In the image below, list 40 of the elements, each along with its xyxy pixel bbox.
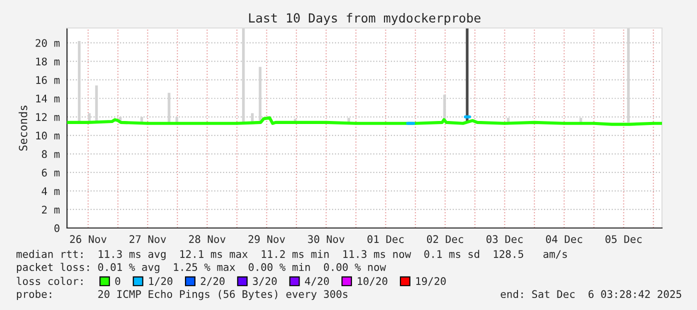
chart-title: Last 10 Days from mydockerprobe — [249, 12, 480, 26]
text: probe: 20 ICMP Echo Pings (56 Bytes) every 300s — [16, 290, 348, 300]
x-tick-label: 05 Dec — [606, 235, 642, 244]
bar — [168, 92, 170, 122]
legend-label: 1/20 — [149, 277, 172, 286]
x-tick-label: 04 Dec — [546, 235, 582, 244]
text: end: Sat Dec 6 03:28:42 2025 — [500, 290, 682, 298]
x-tick-label: 28 Nov — [189, 235, 226, 244]
y-tick-label: 2 m — [42, 206, 60, 214]
y-tick-label: 4 m — [42, 187, 60, 195]
x-tick-label: 29 Nov — [248, 235, 285, 244]
legend-label: 19/20 — [416, 277, 446, 286]
legend-label: 4/20 — [304, 277, 329, 286]
y-tick-label: 14 m — [36, 94, 60, 102]
x-tick-label: 03 Dec — [486, 235, 523, 244]
x-tick-label: 01 Dec — [368, 235, 404, 244]
bar — [95, 85, 98, 122]
bar — [258, 66, 262, 122]
legend-label: 0 — [115, 277, 120, 286]
x-tick-label: 02 Dec — [427, 235, 464, 244]
y-tick-label: 18 m — [36, 58, 60, 66]
legend-title: loss color: — [16, 276, 82, 286]
x-tick-label: 26 Nov — [70, 235, 106, 244]
y-tick-label: 16 m — [36, 76, 60, 84]
bar — [78, 40, 81, 122]
y-axis-title: Seconds — [18, 106, 28, 151]
y-tick-label: 6 m — [42, 168, 60, 177]
y-tick-label: 0 — [54, 224, 60, 232]
y-tick-label: 20 m — [36, 39, 60, 47]
line-series — [67, 116, 662, 126]
text: packet loss: 0.01 % avg 1.25 % max 0.00 % min 0.00 % now — [16, 262, 386, 274]
legend-label: 2/20 — [200, 277, 225, 286]
x-tick-label: 27 Nov — [130, 235, 166, 244]
y-tick-label: 12 m — [36, 113, 60, 121]
y-tick-label: 8 m — [42, 150, 60, 158]
y-tick-label: 10 m — [36, 132, 60, 140]
legend-label: 3/20 — [252, 277, 277, 286]
text: median rtt: 11.3 ms avg 12.1 ms max 11.2 ms min 11.3 ms now 0.1 ms sd 128.5 am/s — [16, 250, 567, 260]
x-tick-label: 30 Nov — [308, 235, 344, 244]
legend-label: 10/20 — [358, 277, 388, 286]
